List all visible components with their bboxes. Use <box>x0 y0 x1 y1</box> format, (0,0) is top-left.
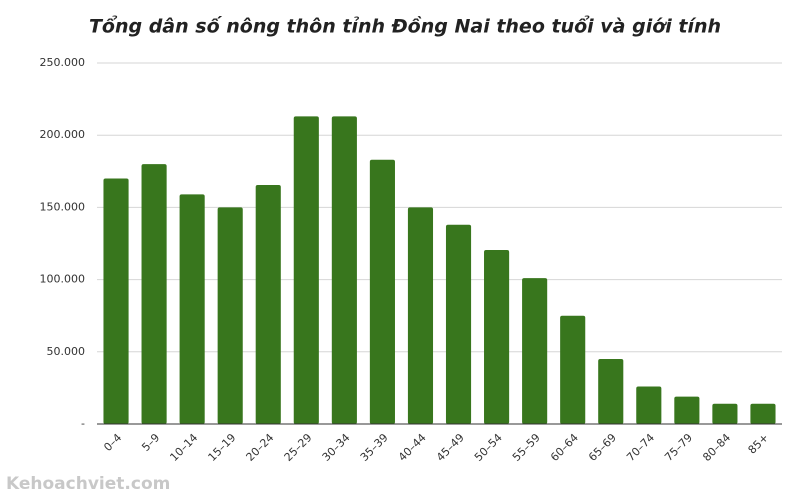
bar <box>522 278 548 424</box>
x-tick-label: 35–39 <box>358 431 391 464</box>
bar <box>293 116 319 424</box>
bar <box>255 185 281 424</box>
bar <box>560 315 586 424</box>
x-tick-label: 40–44 <box>396 431 429 464</box>
bar <box>750 403 776 424</box>
bar <box>445 224 472 424</box>
watermark: Kehoachviet.com <box>6 474 170 494</box>
x-tick-label: 30–34 <box>320 431 353 464</box>
x-tick-label: 85+ <box>746 431 772 457</box>
x-tick-label: 5–9 <box>139 431 162 454</box>
x-tick-label: 25–29 <box>282 431 315 464</box>
x-tick-label: 20–24 <box>244 431 277 464</box>
x-tick-label: 0–4 <box>101 431 124 454</box>
y-tick-label: 200.000 <box>40 128 86 141</box>
y-tick-label: - <box>81 417 85 430</box>
x-tick-label: 55–59 <box>510 431 543 464</box>
x-tick-label: 70–74 <box>624 431 657 464</box>
y-tick-label: 50.000 <box>47 345 86 358</box>
bar <box>103 178 129 424</box>
bar <box>674 396 700 424</box>
chart-title: Tổng dân số nông thôn tỉnh Đồng Nai theo… <box>89 15 721 38</box>
bar <box>369 159 395 425</box>
bar <box>712 403 738 424</box>
bar <box>407 207 434 424</box>
y-tick-label: 250.000 <box>40 56 86 69</box>
y-tick-label: 100.000 <box>40 273 86 286</box>
x-tick-label: 80–84 <box>700 431 733 464</box>
bar <box>179 194 205 424</box>
x-tick-label: 65–69 <box>586 431 619 464</box>
bar <box>636 386 662 424</box>
x-tick-label: 50–54 <box>472 431 505 464</box>
y-tick-label: 150.000 <box>40 200 86 213</box>
x-tick-label: 45–49 <box>434 431 467 464</box>
bar <box>484 249 510 424</box>
bar <box>598 359 624 424</box>
x-tick-label: 60–64 <box>548 431 581 464</box>
x-tick-label: 15–19 <box>206 431 239 464</box>
x-tick-label: 10–14 <box>168 431 201 464</box>
x-tick-label: 75–79 <box>662 431 695 464</box>
bar <box>141 164 167 424</box>
bar <box>331 116 357 424</box>
bar <box>217 207 243 424</box>
